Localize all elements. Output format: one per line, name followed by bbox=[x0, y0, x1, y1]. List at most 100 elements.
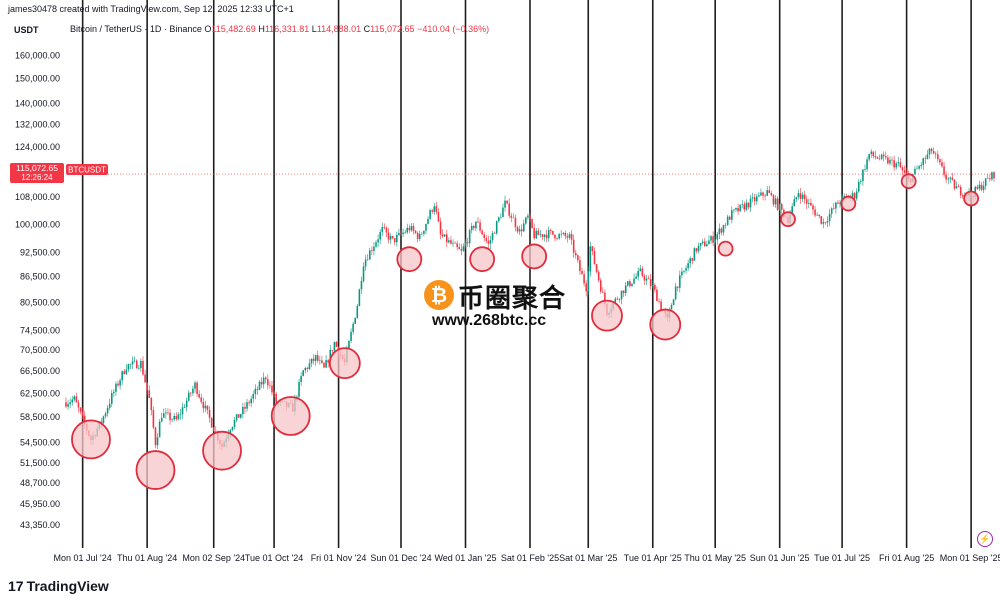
candle bbox=[445, 229, 448, 248]
symbol-label[interactable]: Bitcoin / TetherUS · 1D · Binance bbox=[70, 24, 202, 34]
watermark-name: 币圈聚合 bbox=[458, 284, 567, 314]
candle bbox=[835, 201, 837, 214]
candle bbox=[108, 398, 111, 411]
candle bbox=[79, 406, 82, 415]
candle bbox=[248, 400, 250, 406]
candle bbox=[870, 149, 873, 158]
candle bbox=[941, 158, 943, 168]
candle bbox=[814, 205, 816, 218]
candle bbox=[589, 241, 592, 277]
candle bbox=[65, 397, 67, 409]
candle bbox=[872, 151, 875, 159]
candle bbox=[69, 398, 71, 409]
y-tick-label: 58,500.00 bbox=[20, 412, 60, 422]
candle bbox=[728, 215, 731, 221]
candle bbox=[454, 241, 456, 244]
candle bbox=[323, 362, 325, 369]
candle bbox=[104, 411, 107, 419]
candle bbox=[934, 151, 937, 159]
candle bbox=[533, 223, 535, 241]
candle bbox=[262, 372, 265, 389]
candle bbox=[722, 224, 725, 236]
candle bbox=[196, 381, 198, 398]
candle bbox=[256, 386, 259, 395]
tradingview-brand[interactable]: 17 TradingView bbox=[8, 578, 109, 594]
candle bbox=[832, 202, 835, 210]
candle bbox=[366, 254, 369, 261]
candle bbox=[699, 242, 702, 251]
candle bbox=[244, 402, 246, 414]
candle bbox=[379, 229, 381, 245]
candle bbox=[795, 196, 798, 202]
candle bbox=[774, 195, 777, 208]
candle bbox=[156, 433, 159, 449]
candle bbox=[179, 408, 182, 420]
candle bbox=[564, 230, 567, 240]
candle bbox=[271, 380, 273, 396]
candle bbox=[448, 237, 450, 244]
candle bbox=[497, 216, 500, 223]
watermark-url: www.268btc.cc bbox=[432, 312, 547, 329]
candle bbox=[487, 235, 490, 249]
y-tick-label: 124,000.00 bbox=[15, 142, 60, 152]
candle bbox=[373, 242, 375, 256]
candle bbox=[389, 233, 392, 244]
candle bbox=[749, 194, 752, 212]
candle bbox=[616, 296, 619, 301]
candle bbox=[645, 274, 648, 285]
candle bbox=[202, 397, 205, 413]
candle bbox=[335, 340, 338, 348]
candle bbox=[810, 198, 812, 207]
candle bbox=[129, 363, 132, 370]
candle bbox=[212, 426, 215, 432]
candle bbox=[485, 235, 488, 244]
candle bbox=[639, 264, 642, 272]
candle bbox=[959, 184, 962, 199]
lightning-icon[interactable]: ⚡ bbox=[977, 531, 993, 547]
candle bbox=[375, 239, 377, 249]
candle bbox=[885, 151, 887, 160]
candle bbox=[267, 374, 269, 390]
candle bbox=[991, 171, 993, 182]
candle bbox=[747, 202, 750, 210]
y-tick-label: 100,000.00 bbox=[15, 219, 60, 229]
candles bbox=[65, 147, 995, 451]
y-tick-label: 86,500.00 bbox=[20, 272, 60, 282]
candle bbox=[456, 240, 458, 251]
candle bbox=[327, 358, 329, 368]
candle bbox=[491, 231, 494, 244]
candle bbox=[924, 155, 927, 164]
x-tick-label: Mon 01 Sep '25 bbox=[940, 553, 1000, 563]
candle bbox=[400, 230, 402, 237]
candle bbox=[167, 408, 169, 416]
candle bbox=[435, 202, 438, 215]
candle bbox=[556, 237, 558, 241]
candle bbox=[133, 356, 136, 363]
candle bbox=[689, 256, 692, 268]
candle bbox=[620, 290, 623, 305]
candle bbox=[81, 407, 84, 420]
candle bbox=[714, 236, 716, 245]
candle bbox=[724, 222, 727, 229]
highlight-circle bbox=[840, 195, 857, 212]
candle bbox=[647, 275, 650, 280]
candle bbox=[181, 402, 184, 420]
candle bbox=[77, 399, 80, 413]
candle bbox=[674, 282, 677, 301]
candle bbox=[381, 222, 384, 237]
y-tick-label: 160,000.00 bbox=[15, 51, 60, 61]
candle bbox=[539, 229, 542, 238]
candle bbox=[799, 188, 802, 204]
candle bbox=[396, 231, 398, 247]
candle bbox=[672, 298, 675, 306]
y-tick-label: 51,500.00 bbox=[20, 458, 60, 468]
y-tick-label: 140,000.00 bbox=[15, 99, 60, 109]
high-label: H bbox=[258, 24, 265, 34]
y-tick-label: 70,500.00 bbox=[20, 345, 60, 355]
candle bbox=[895, 161, 898, 170]
candle bbox=[741, 199, 744, 209]
candle bbox=[980, 181, 983, 192]
candle bbox=[676, 286, 679, 292]
x-tick-label: Sun 01 Jun '25 bbox=[750, 553, 810, 563]
